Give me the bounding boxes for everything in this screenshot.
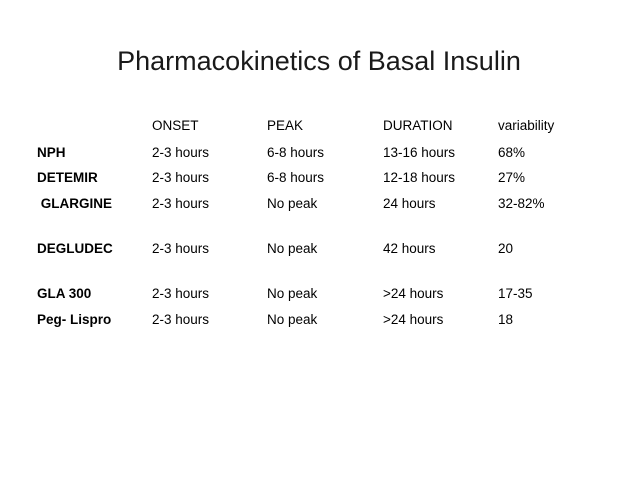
header-onset: ONSET <box>152 118 199 133</box>
cell-degludec-onset: 2-3 hours <box>152 241 210 256</box>
cell-detemir-onset: 2-3 hours <box>152 170 210 185</box>
cell-degludec-peak: No peak <box>267 241 318 256</box>
row-name-peg-lispro: Peg- Lispro <box>37 312 112 327</box>
cell-detemir-variability: 27% <box>498 170 526 185</box>
cell-gla-300-duration: >24 hours <box>383 286 444 301</box>
row-name-nph: NPH <box>37 145 66 160</box>
header-duration: DURATION <box>383 118 453 133</box>
cell-peg-lispro-peak: No peak <box>267 312 318 327</box>
cell-gla-300-onset: 2-3 hours <box>152 286 210 301</box>
cell-nph-onset: 2-3 hours <box>152 145 210 160</box>
cell-glargine-peak: No peak <box>267 196 318 211</box>
cell-glargine-onset: 2-3 hours <box>152 196 210 211</box>
cell-gla-300-variability: 17-35 <box>498 286 533 301</box>
cell-degludec-duration: 42 hours <box>383 241 436 256</box>
row-name-gla-300: GLA 300 <box>37 286 92 301</box>
header-variability: variability <box>498 118 555 133</box>
cell-peg-lispro-onset: 2-3 hours <box>152 312 210 327</box>
cell-peg-lispro-variability: 18 <box>498 312 514 327</box>
cell-nph-peak: 6-8 hours <box>267 145 325 160</box>
slide-title: Pharmacokinetics of Basal Insulin <box>117 46 521 76</box>
cell-degludec-variability: 20 <box>498 241 514 256</box>
header-peak: PEAK <box>267 118 304 133</box>
cell-glargine-duration: 24 hours <box>383 196 436 211</box>
cell-detemir-duration: 12-18 hours <box>383 170 456 185</box>
cell-peg-lispro-duration: >24 hours <box>383 312 444 327</box>
cell-nph-duration: 13-16 hours <box>383 145 456 160</box>
cell-nph-variability: 68% <box>498 145 526 160</box>
row-name-degludec: DEGLUDEC <box>37 241 113 256</box>
cell-glargine-variability: 32-82% <box>498 196 545 211</box>
row-name-detemir: DETEMIR <box>37 170 98 185</box>
row-name-glargine: GLARGINE <box>37 196 113 211</box>
cell-gla-300-peak: No peak <box>267 286 318 301</box>
cell-detemir-peak: 6-8 hours <box>267 170 325 185</box>
